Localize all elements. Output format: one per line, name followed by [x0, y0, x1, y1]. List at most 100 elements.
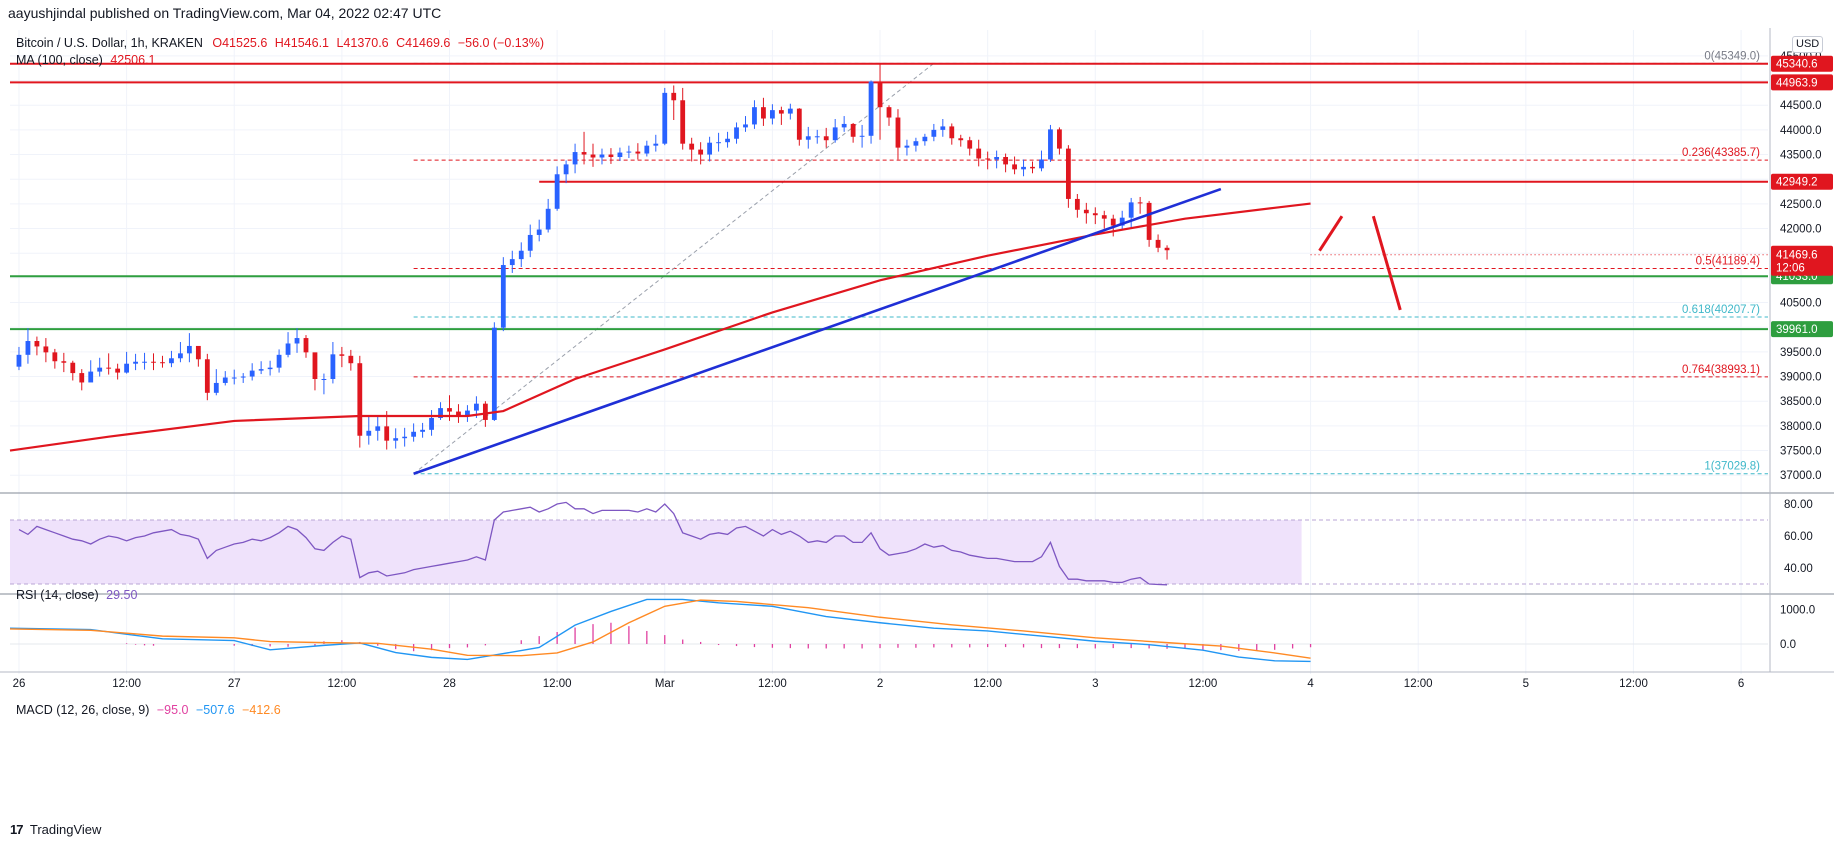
last-price-tag [1771, 245, 1833, 276]
candle-body [339, 354, 345, 356]
candle-body [402, 436, 408, 439]
candle-body [787, 108, 793, 114]
candle-body [599, 154, 605, 158]
rsi-legend: RSI (14, close) 29.50 [16, 588, 137, 602]
candle-body [178, 353, 183, 359]
level-price-tag [1771, 55, 1833, 72]
ohlc-close: C41469.6 [396, 36, 451, 50]
candle-body [545, 208, 551, 230]
candle-body [447, 408, 452, 412]
header-published: aayushjindal published on TradingView.co… [8, 5, 442, 21]
candle-body [1039, 159, 1044, 169]
candle-body [886, 107, 892, 118]
candle-body [285, 343, 291, 355]
candle-body [249, 370, 255, 377]
candle-body [70, 362, 76, 374]
price-pane[interactable]: 0(45349.0) 0.236(43385.7) 0.5(41189.4) 0.61… [9, 50, 1768, 475]
time-tick-label: 12:00 [112, 678, 141, 690]
last-price-tag-text: 41469.6 [1776, 250, 1818, 262]
macd-legend-label: MACD (12, 26, close, 9) [16, 703, 150, 717]
candle-body [420, 429, 425, 432]
candle-body [25, 341, 31, 355]
candle-body [904, 145, 910, 148]
time-tick-label: 12:00 [973, 678, 1002, 690]
candle-body [949, 126, 955, 139]
candle-body [312, 352, 318, 379]
candle-body [438, 408, 443, 418]
rsi-legend-value: 29.50 [106, 588, 138, 602]
fib-diagonal-line [413, 62, 935, 475]
currency-badge[interactable]: USD [1792, 36, 1824, 53]
time-tick-label: 12:00 [1619, 678, 1648, 690]
ohlc-change: −56.0 (−0.13%) [457, 36, 544, 50]
candle-body [357, 363, 363, 436]
candle-body [240, 376, 246, 378]
footer-brand[interactable]: 17 TradingView [10, 822, 101, 837]
ma-legend-label: MA (100, close) [16, 53, 103, 67]
time-tick-label: 28 [443, 678, 456, 690]
candle-body [491, 327, 497, 420]
candle-body [976, 148, 982, 159]
candle-body [814, 136, 820, 138]
rsi-pane[interactable] [10, 501, 1768, 586]
candle-body [778, 110, 784, 114]
candle-body [635, 151, 641, 154]
candle-body [303, 338, 309, 353]
level-price-tag-text: 39961.0 [1776, 324, 1818, 336]
candle-body [725, 138, 730, 143]
candle-body [1074, 198, 1080, 210]
ohlc-low: L41370.6 [336, 36, 389, 50]
macd-legend: MACD (12, 26, close, 9) −95.0 −507.6 −41… [16, 703, 281, 717]
projection-arrow-segment [1371, 215, 1402, 311]
candle-body [823, 136, 829, 141]
candle-body [536, 229, 542, 235]
candle-body [1030, 166, 1035, 169]
fib-level-label: 0(45349.0) [1704, 50, 1760, 62]
time-tick-label: 12:00 [543, 678, 572, 690]
candle-body [707, 142, 713, 155]
candle-body [222, 377, 228, 383]
level-price-tag-text: 44963.9 [1776, 77, 1818, 89]
fib-level-label: 0.236(43385.7) [1682, 147, 1760, 159]
last-price-countdown: 12:06 [1776, 263, 1805, 275]
candle-body [52, 352, 58, 362]
candle-body [482, 403, 488, 420]
candle-body [160, 362, 165, 364]
candle-body [474, 403, 479, 411]
candle-body [34, 341, 40, 347]
candle-body [877, 81, 883, 108]
price-tick-label: 38000.0 [1780, 421, 1822, 433]
axes [0, 28, 1834, 673]
candle-body [79, 373, 85, 383]
level-price-tag [1771, 74, 1833, 91]
candle-body [151, 361, 156, 363]
candle-body [518, 250, 524, 260]
time-tick-label: 4 [1307, 678, 1314, 690]
level-price-tag [1771, 321, 1833, 338]
time-tick-label: 27 [228, 678, 241, 690]
time-tick-label: 12:00 [1404, 678, 1433, 690]
candle-body [133, 361, 138, 364]
candle-body [653, 143, 659, 146]
rsi-band-fill [10, 520, 1302, 584]
fib-level-label: 1(37029.8) [1704, 461, 1760, 473]
macd-tick-label: 1000.0 [1780, 605, 1815, 617]
candle-body [940, 126, 946, 130]
price-tick-label: 44500.0 [1780, 100, 1822, 112]
candle-body [743, 124, 748, 128]
price-tick-label: 39500.0 [1780, 347, 1822, 359]
candle-body [1155, 239, 1161, 248]
moving-average-line [9, 202, 1311, 452]
candle-body [1065, 148, 1071, 199]
candle-body [142, 361, 147, 363]
candle-body [169, 358, 174, 364]
price-tick-label: 37500.0 [1780, 446, 1822, 458]
candle-body [1057, 129, 1062, 149]
time-tick-label: 26 [13, 678, 26, 690]
ascending-trendline [413, 187, 1222, 475]
price-tick-label: 44000.0 [1780, 125, 1822, 137]
macd-pane[interactable] [9, 598, 1768, 663]
candle-body [195, 345, 201, 360]
level-price-tag-text: 45340.6 [1776, 59, 1818, 71]
